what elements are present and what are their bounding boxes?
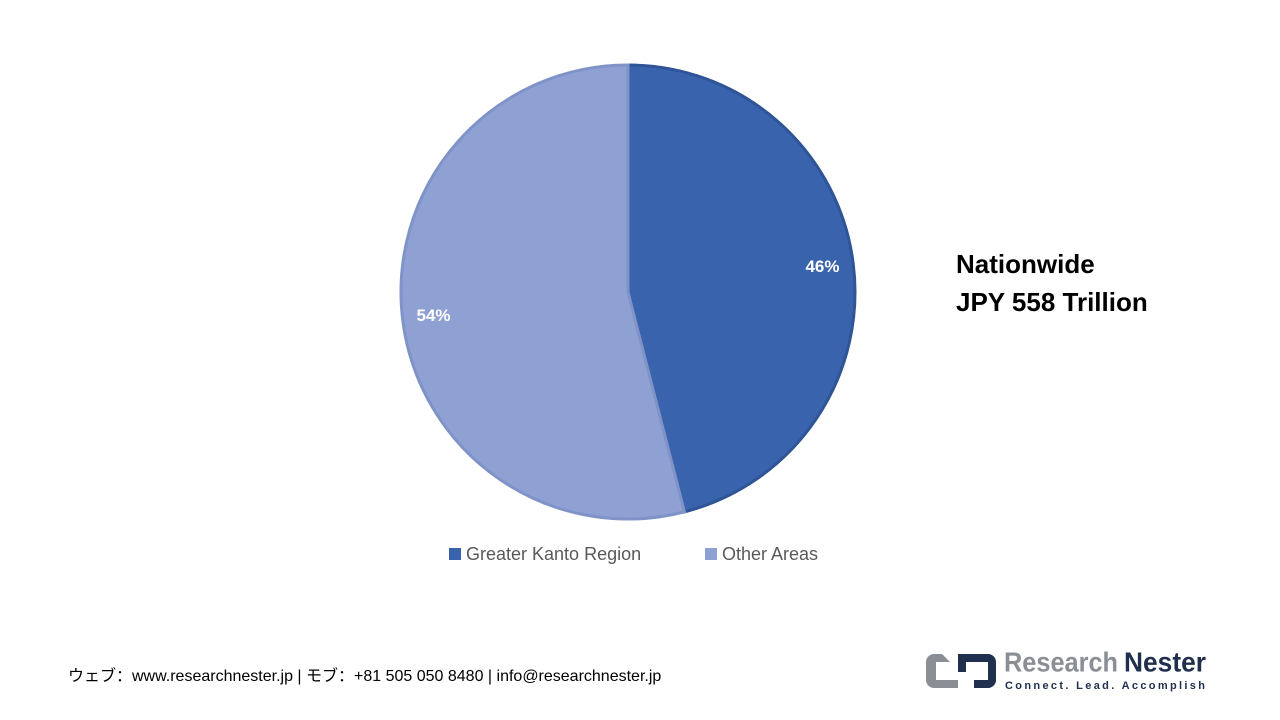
legend-label: Other Areas bbox=[722, 544, 818, 564]
logo-icon bbox=[926, 654, 958, 688]
logo-tagline: Connect. Lead. Accomplish bbox=[1005, 680, 1205, 692]
logo-name: Research bbox=[1004, 646, 1118, 677]
pie-slice bbox=[399, 63, 687, 521]
annotation: Nationwide bbox=[956, 249, 1095, 279]
logo-name: Nester bbox=[1124, 646, 1206, 677]
legend-swatch bbox=[449, 548, 461, 560]
logo-icon bbox=[958, 654, 996, 688]
footer-contact: ウェブ：www.researchnester.jp | モブ：+81 505 0… bbox=[68, 666, 661, 685]
legend-swatch bbox=[705, 548, 717, 560]
annotation: JPY 558 Trillion bbox=[956, 287, 1148, 317]
logo: Research Nester Connect. Lead. Accomplis… bbox=[926, 646, 1206, 692]
data-label: 54% bbox=[417, 306, 451, 325]
data-label: 46% bbox=[805, 257, 839, 276]
legend-label: Greater Kanto Region bbox=[466, 544, 641, 564]
pie-slice bbox=[626, 63, 857, 514]
